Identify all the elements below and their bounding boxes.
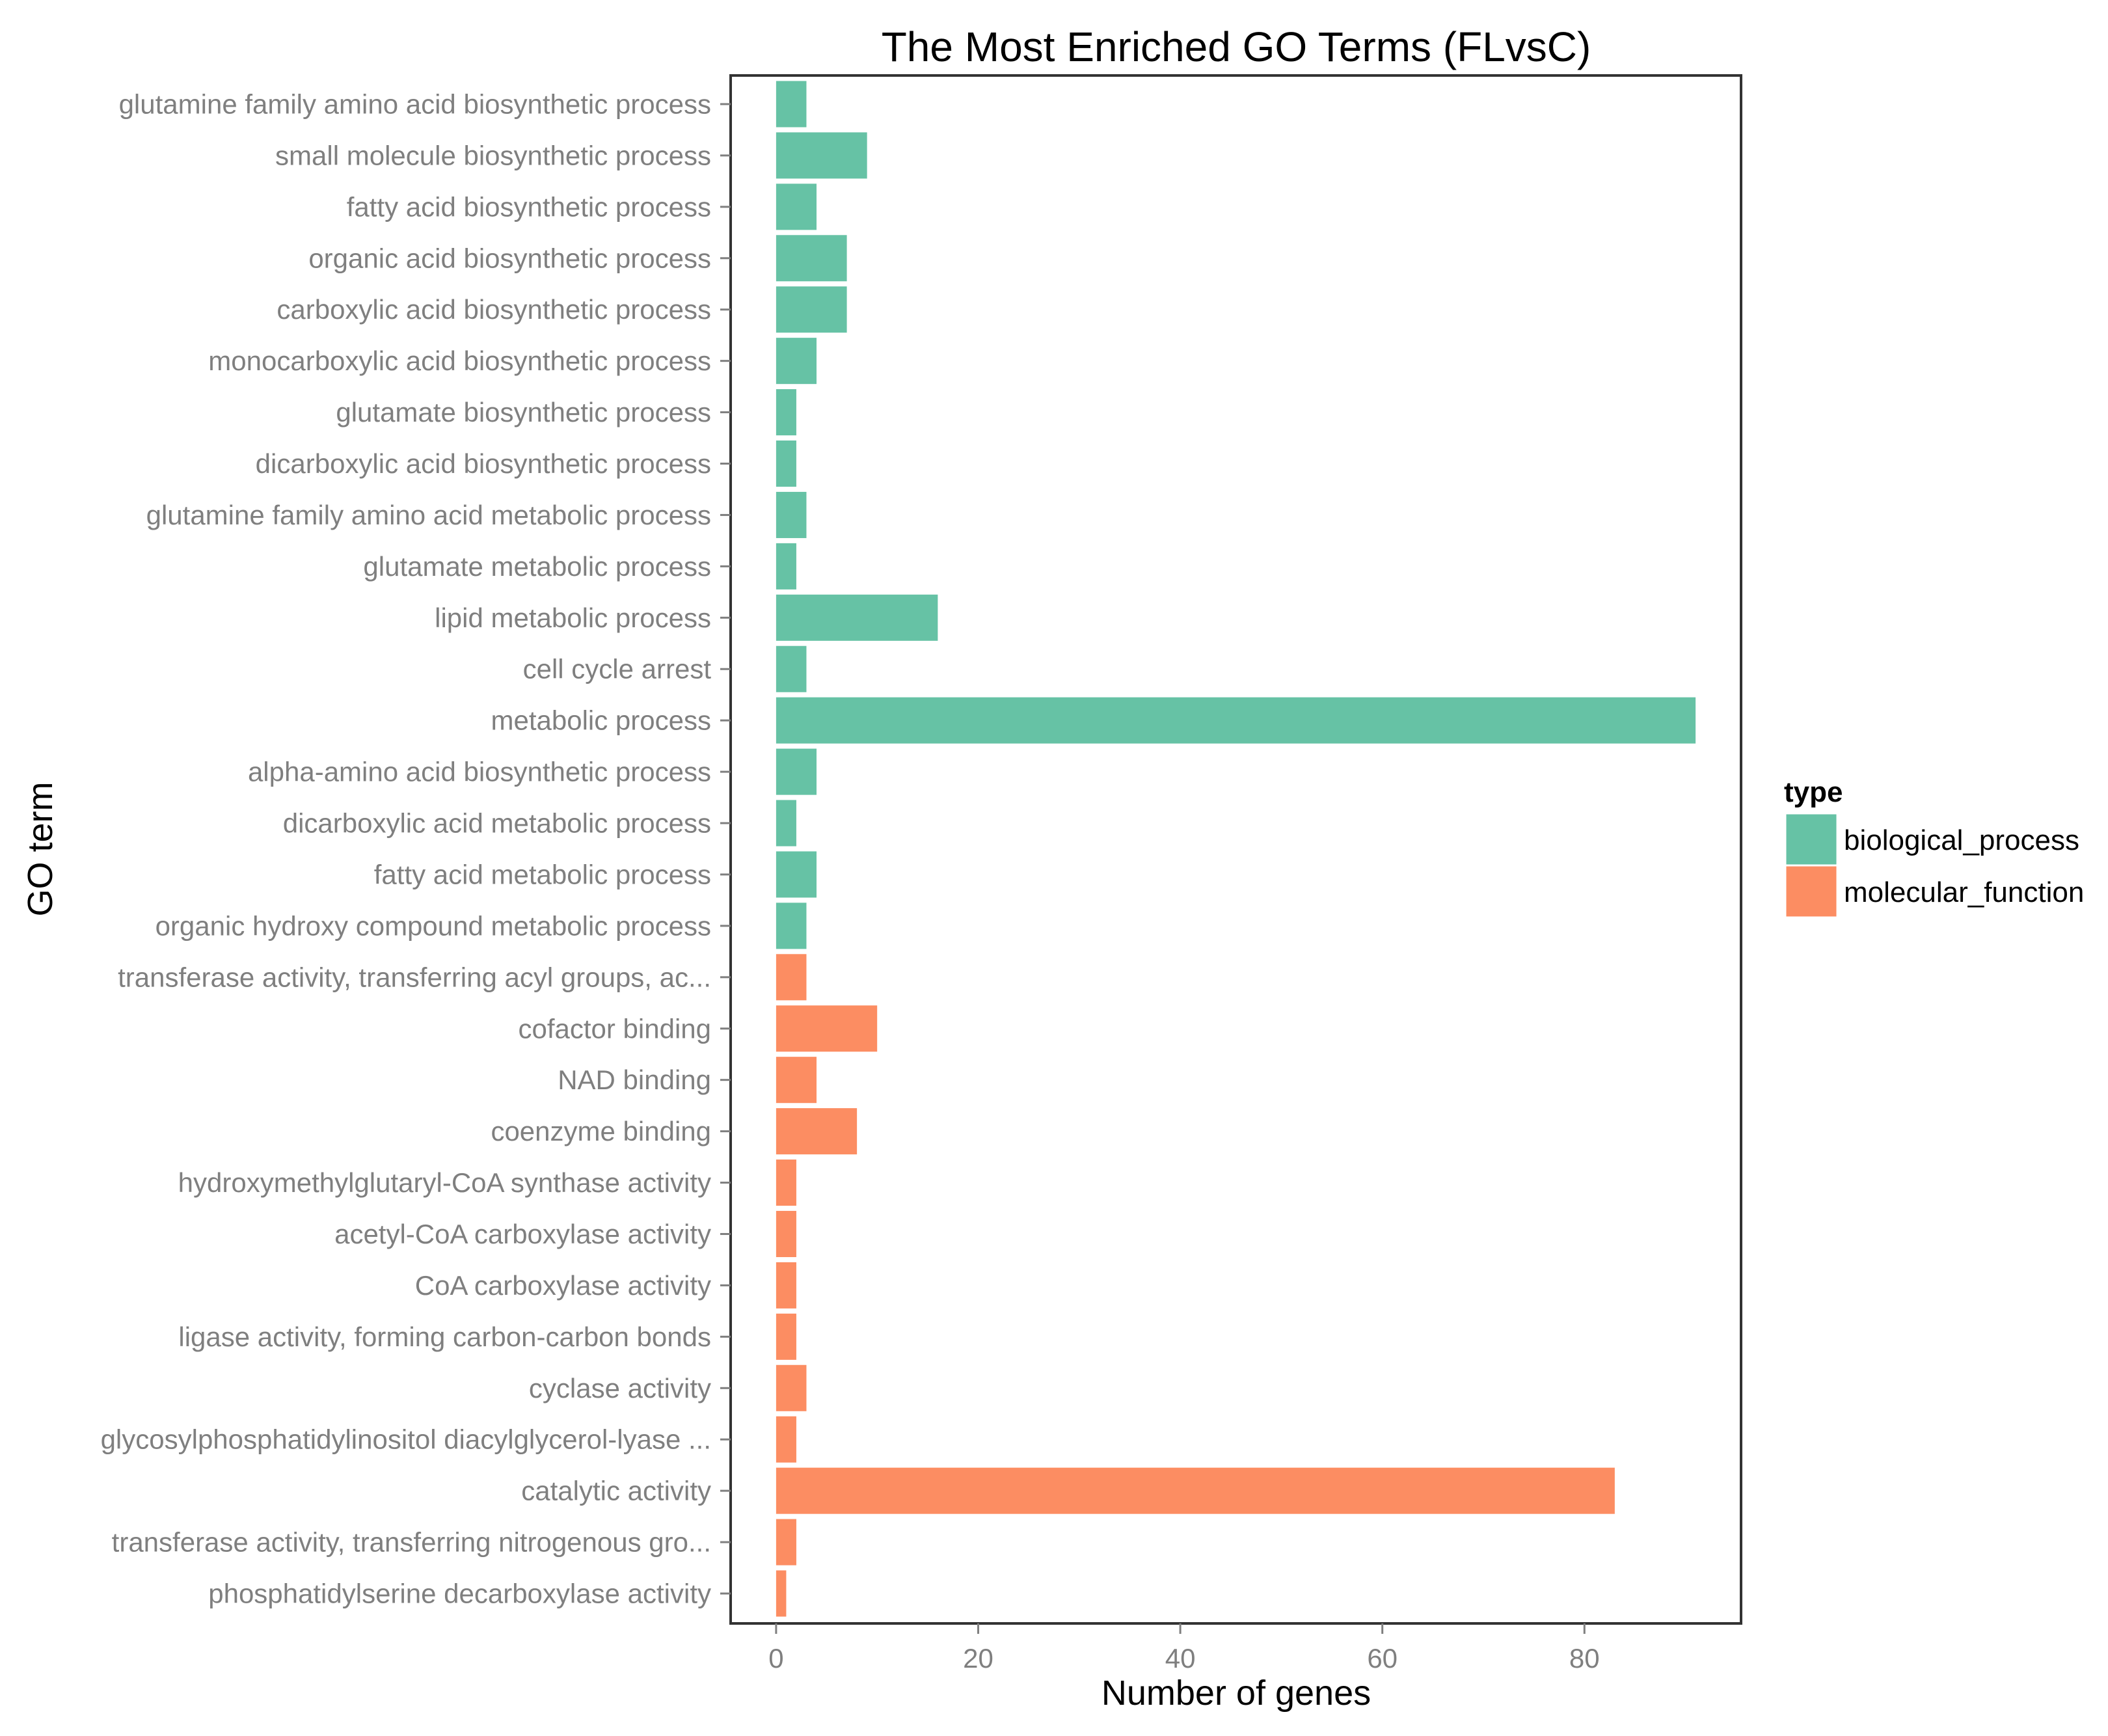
legend-swatch-biological-process bbox=[1784, 812, 1839, 867]
y-tick-label: ligase activity, forming carbon-carbon b… bbox=[178, 1322, 711, 1352]
y-tick-label: carboxylic acid biosynthetic process bbox=[277, 294, 711, 325]
legend-title: type bbox=[1784, 776, 1843, 808]
bar-ligase-activity-forming-carbon-carbon-bonds bbox=[776, 1313, 796, 1360]
legend-label-molecular-function: molecular_function bbox=[1844, 876, 2084, 908]
y-tick-label: dicarboxylic acid metabolic process bbox=[283, 808, 711, 839]
y-axis-title: GO term bbox=[21, 781, 60, 916]
bar-glycosylphosphatidylinositol-diacylglycerol-lyase bbox=[776, 1416, 796, 1463]
y-tick-label: glutamine family amino acid metabolic pr… bbox=[146, 500, 711, 530]
plot-panel-border bbox=[729, 74, 1742, 1625]
bar-coa-carboxylase-activity bbox=[776, 1262, 796, 1309]
bar-catalytic-activity bbox=[776, 1467, 1615, 1514]
bar-organic-hydroxy-compound-metabolic-process bbox=[776, 902, 807, 949]
bar-transferase-activity-transferring-nitrogenous-gro bbox=[776, 1519, 796, 1566]
y-tick-label: NAD binding bbox=[558, 1065, 711, 1095]
y-tick-label: coenzyme binding bbox=[491, 1116, 711, 1146]
legend: type biological_process molecular_functi… bbox=[1784, 776, 2084, 919]
y-tick-label: fatty acid biosynthetic process bbox=[347, 191, 711, 222]
x-tick-label: 20 bbox=[963, 1643, 993, 1674]
bar-glutamine-family-amino-acid-metabolic-process bbox=[776, 491, 807, 538]
bar-alpha-amino-acid-biosynthetic-process bbox=[776, 748, 817, 795]
y-tick-label: cell cycle arrest bbox=[523, 654, 712, 685]
y-tick-label: phosphatidylserine decarboxylase activit… bbox=[208, 1579, 711, 1609]
x-tick-label: 40 bbox=[1165, 1643, 1196, 1674]
x-axis: 0 20 40 60 80 bbox=[768, 1623, 1600, 1674]
bar-small-molecule-biosynthetic-process bbox=[776, 132, 867, 179]
y-tick-label: fatty acid metabolic process bbox=[374, 859, 711, 889]
y-tick-label: hydroxymethylglutaryl-CoA synthase activ… bbox=[178, 1167, 711, 1198]
bar-cofactor-binding bbox=[776, 1005, 878, 1052]
y-tick-label: glutamate biosynthetic process bbox=[336, 397, 711, 427]
bar-glutamate-biosynthetic-process bbox=[776, 389, 796, 436]
bar-phosphatidylserine-decarboxylase-activity bbox=[776, 1570, 787, 1617]
y-tick-label: cofactor binding bbox=[518, 1013, 711, 1044]
y-tick-label: small molecule biosynthetic process bbox=[275, 140, 711, 170]
y-tick-label: transferase activity, transferring acyl … bbox=[118, 962, 711, 992]
y-tick-label: metabolic process bbox=[491, 705, 711, 736]
y-tick-label: monocarboxylic acid biosynthetic process bbox=[208, 346, 711, 376]
bar-metabolic-process bbox=[776, 697, 1696, 744]
bar-organic-acid-biosynthetic-process bbox=[776, 235, 847, 282]
y-tick-label: acetyl-CoA carboxylase activity bbox=[334, 1219, 711, 1249]
y-tick-label: cyclase activity bbox=[529, 1373, 711, 1404]
y-tick-label: glutamine family amino acid biosynthetic… bbox=[119, 89, 711, 120]
bar-fatty-acid-biosynthetic-process bbox=[776, 183, 817, 230]
x-tick-label: 80 bbox=[1569, 1643, 1600, 1674]
chart-title: The Most Enriched GO Terms (FLvsC) bbox=[882, 23, 1591, 70]
bar-glutamate-metabolic-process bbox=[776, 543, 796, 590]
y-tick-label: organic acid biosynthetic process bbox=[308, 243, 711, 273]
bar-carboxylic-acid-biosynthetic-process bbox=[776, 286, 847, 333]
y-tick-label: lipid metabolic process bbox=[435, 603, 711, 633]
legend-swatch-molecular-function bbox=[1784, 864, 1839, 919]
x-tick-label: 60 bbox=[1367, 1643, 1398, 1674]
bar-transferase-activity-transferring-acyl-groups-ac bbox=[776, 954, 807, 1001]
bar-glutamine-family-amino-acid-biosynthetic-process bbox=[776, 81, 807, 128]
y-tick-label: glycosylphosphatidylinositol diacylglyce… bbox=[101, 1424, 711, 1455]
x-tick-label: 0 bbox=[768, 1643, 783, 1674]
y-tick-label: glutamate metabolic process bbox=[363, 551, 711, 582]
bar-hydroxymethylglutaryl-coa-synthase-activity bbox=[776, 1160, 796, 1206]
bar-cell-cycle-arrest bbox=[776, 645, 807, 692]
y-tick-label: dicarboxylic acid biosynthetic process bbox=[256, 448, 711, 479]
x-axis-title: Number of genes bbox=[1101, 1674, 1371, 1713]
bar-fatty-acid-metabolic-process bbox=[776, 851, 817, 898]
bar-coenzyme-binding bbox=[776, 1108, 858, 1155]
bar-dicarboxylic-acid-metabolic-process bbox=[776, 800, 796, 847]
y-tick-label: CoA carboxylase activity bbox=[415, 1270, 711, 1301]
y-tick-label: catalytic activity bbox=[521, 1476, 711, 1506]
bar-dicarboxylic-acid-biosynthetic-process bbox=[776, 440, 796, 487]
bar-nad-binding bbox=[776, 1057, 817, 1104]
bars-layer bbox=[776, 81, 1696, 1617]
bar-monocarboxylic-acid-biosynthetic-process bbox=[776, 338, 817, 385]
y-tick-label: organic hydroxy compound metabolic proce… bbox=[155, 910, 711, 941]
y-tick-label: alpha-amino acid biosynthetic process bbox=[248, 757, 711, 787]
y-tick-label: transferase activity, transferring nitro… bbox=[112, 1527, 711, 1558]
bar-cyclase-activity bbox=[776, 1364, 807, 1411]
bar-lipid-metabolic-process bbox=[776, 594, 938, 641]
y-axis: glutamine family amino acid biosynthetic… bbox=[101, 89, 731, 1609]
legend-label-biological-process: biological_process bbox=[1844, 824, 2079, 856]
bar-acetyl-coa-carboxylase-activity bbox=[776, 1210, 796, 1258]
